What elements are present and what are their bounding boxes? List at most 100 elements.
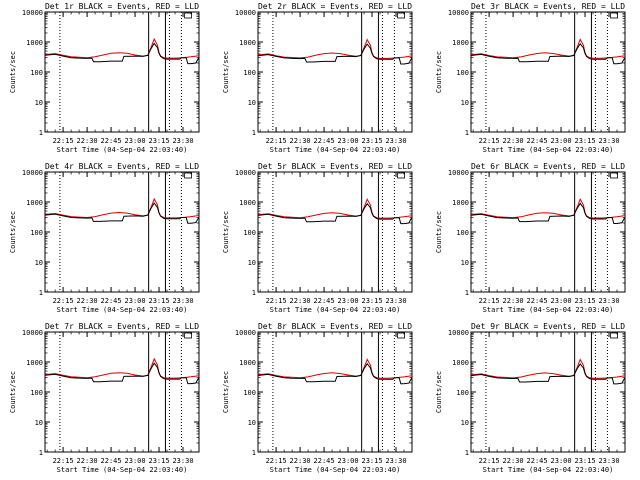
chart-panel-5: Det 5r BLACK = Events, RED = LLD 1 10 100 10… [222, 162, 413, 314]
chart-panel-1: Det 1r BLACK = Events, RED = LLD 1 10 100 10… [9, 2, 200, 154]
chart-title: Det 4r BLACK = Events, RED = LLD [45, 162, 199, 171]
events-line [44, 202, 200, 224]
y-tick-label: 10 [248, 99, 256, 107]
x-tick-label: 22:45 [527, 457, 548, 465]
y-tick-label: 10000 [448, 169, 469, 177]
x-tick-label: 23:30 [598, 297, 619, 305]
x-axis-label: Start Time (04-Sep-04 22:03:40) [57, 146, 188, 154]
events-line [257, 43, 413, 65]
x-tick-label: 22:30 [503, 457, 524, 465]
x-tick-label: 23:30 [598, 137, 619, 145]
plot-frame [44, 331, 200, 453]
y-axis-label: Counts/sec [435, 371, 443, 413]
x-tick-label: 23:00 [338, 297, 359, 305]
x-tick-label: 22:30 [77, 297, 98, 305]
x-tick-label: 22:45 [527, 297, 548, 305]
y-tick-label: 1 [39, 289, 43, 297]
y-tick-label: 10000 [22, 329, 43, 337]
x-tick-label: 22:45 [314, 137, 335, 145]
y-tick-label: 1 [39, 129, 43, 137]
y-tick-label: 10000 [235, 9, 256, 17]
x-tick-label: 22:30 [503, 297, 524, 305]
x-tick-label: 22:30 [290, 137, 311, 145]
chart-panel-7: Det 7r BLACK = Events, RED = LLD 1 10 100 10… [9, 322, 200, 474]
time-marker-box [397, 332, 406, 339]
y-axis-label: Counts/sec [9, 51, 17, 93]
plot-frame [257, 171, 413, 293]
x-tick-label: 23:30 [172, 457, 193, 465]
chart-title: Det 9r BLACK = Events, RED = LLD [471, 322, 625, 331]
y-tick-label: 100 [456, 389, 469, 397]
y-axis-label: Counts/sec [9, 211, 17, 253]
time-marker-box [184, 172, 193, 179]
y-tick-label: 100 [243, 229, 256, 237]
y-tick-label: 10 [248, 259, 256, 267]
plot-frame [470, 171, 626, 293]
y-axis-label: Counts/sec [9, 371, 17, 413]
x-tick-label: 22:45 [101, 297, 122, 305]
chart-title: Det 3r BLACK = Events, RED = LLD [471, 2, 625, 11]
time-marker-box [610, 332, 619, 339]
x-tick-label: 23:00 [125, 297, 146, 305]
chart-panel-2: Det 2r BLACK = Events, RED = LLD 1 10 100 10… [222, 2, 413, 154]
time-marker-box [397, 12, 406, 19]
y-tick-label: 1000 [26, 359, 43, 367]
y-tick-label: 100 [30, 389, 43, 397]
x-tick-label: 23:00 [338, 457, 359, 465]
x-tick-label: 23:00 [551, 457, 572, 465]
chart-title: Det 1r BLACK = Events, RED = LLD [45, 2, 199, 11]
events-line [44, 362, 200, 385]
y-axis-label: Counts/sec [435, 211, 443, 253]
x-tick-label: 22:15 [53, 137, 74, 145]
y-axis-label: Counts/sec [222, 371, 230, 413]
x-tick-label: 22:15 [53, 297, 74, 305]
y-tick-label: 1 [465, 449, 469, 457]
y-axis-label: Counts/sec [435, 51, 443, 93]
plot-frame [257, 11, 413, 133]
x-tick-label: 23:15 [361, 297, 382, 305]
y-tick-label: 100 [456, 229, 469, 237]
y-tick-label: 100 [243, 389, 256, 397]
y-tick-label: 10000 [22, 9, 43, 17]
x-tick-label: 22:15 [479, 297, 500, 305]
plot-frame [257, 331, 413, 453]
x-axis-label: Start Time (04-Sep-04 22:03:40) [270, 146, 401, 154]
x-axis-label: Start Time (04-Sep-04 22:03:40) [483, 146, 614, 154]
x-tick-label: 22:30 [77, 457, 98, 465]
x-tick-label: 22:15 [479, 137, 500, 145]
x-tick-label: 22:15 [266, 137, 287, 145]
x-tick-label: 22:45 [314, 457, 335, 465]
chart-panel-3: Det 3r BLACK = Events, RED = LLD 1 10 100 10… [435, 2, 626, 154]
y-tick-label: 1000 [239, 199, 256, 207]
y-tick-label: 1 [465, 289, 469, 297]
y-tick-label: 1000 [26, 199, 43, 207]
chart-panel-4: Det 4r BLACK = Events, RED = LLD 1 10 100 10… [9, 162, 200, 314]
events-line [44, 42, 200, 65]
time-marker-box [184, 332, 193, 339]
chart-title: Det 6r BLACK = Events, RED = LLD [471, 162, 625, 171]
time-marker-box [184, 12, 193, 19]
x-tick-label: 22:15 [53, 457, 74, 465]
x-tick-label: 23:00 [551, 297, 572, 305]
y-tick-label: 1000 [239, 39, 256, 47]
plot-frame [470, 11, 626, 133]
y-tick-label: 100 [243, 69, 256, 77]
x-axis-label: Start Time (04-Sep-04 22:03:40) [57, 306, 188, 314]
x-axis-label: Start Time (04-Sep-04 22:03:40) [270, 466, 401, 474]
x-tick-label: 23:30 [385, 137, 406, 145]
y-tick-label: 100 [456, 69, 469, 77]
y-tick-label: 1 [252, 129, 256, 137]
y-tick-label: 100 [30, 69, 43, 77]
y-tick-label: 1 [252, 449, 256, 457]
y-tick-label: 10 [461, 419, 469, 427]
x-tick-label: 23:15 [148, 137, 169, 145]
x-tick-label: 23:30 [172, 297, 193, 305]
y-tick-label: 10000 [235, 169, 256, 177]
y-tick-label: 1000 [452, 359, 469, 367]
y-axis-label: Counts/sec [222, 211, 230, 253]
time-marker-box [610, 12, 619, 19]
x-tick-label: 23:15 [574, 137, 595, 145]
y-tick-label: 10 [461, 99, 469, 107]
x-tick-label: 22:30 [77, 137, 98, 145]
